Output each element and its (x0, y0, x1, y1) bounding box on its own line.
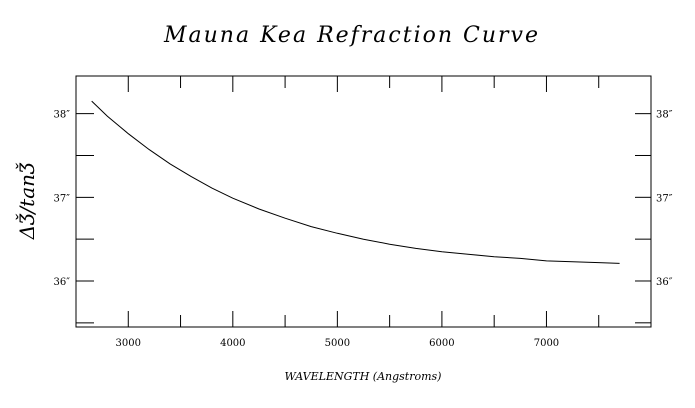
x-tick-label: 4000 (220, 338, 245, 349)
chart-title: Mauna Kea Refraction Curve (163, 23, 540, 48)
y-tick-label-right: 37″ (656, 193, 673, 204)
refraction-curve-line (91, 100, 620, 264)
x-tick-label: 3000 (116, 338, 141, 349)
x-axis-label: WAVELENGTH (Angstroms) (285, 370, 442, 383)
x-tick-label: 5000 (325, 338, 350, 349)
axes-layer: 3000 4000 5000 6000 7000 36″ 36″ 37″ 37″ 38″ 38″ (54, 76, 673, 349)
y-tick-label-right: 38″ (656, 110, 673, 121)
y-axis-label: ΔǮ/tanǮ (14, 162, 39, 240)
plot-frame (75, 75, 652, 328)
y-tick-label-left: 37″ (54, 193, 71, 204)
y-tick-label-left: 38″ (54, 110, 71, 121)
x-tick-label: 6000 (429, 338, 454, 349)
x-tick-label: 7000 (534, 338, 559, 349)
y-tick-label-right: 36″ (656, 277, 673, 288)
y-tick-label-left: 36″ (54, 277, 71, 288)
